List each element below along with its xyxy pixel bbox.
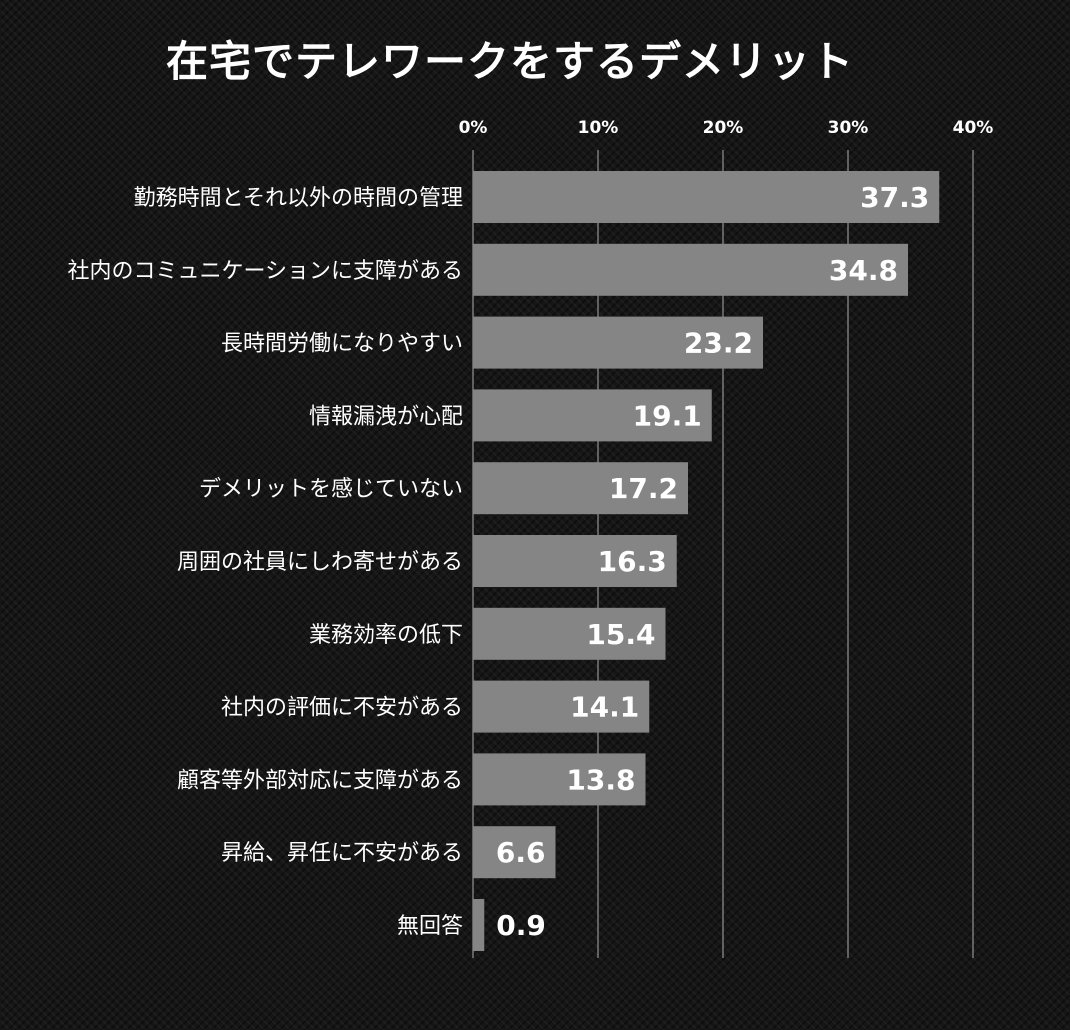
- value-label: 0.9: [496, 909, 546, 942]
- category-label: 顧客等外部対応に支障がある: [177, 768, 463, 793]
- value-label: 17.2: [609, 472, 678, 505]
- category-label: デメリットを感じていない: [199, 477, 463, 502]
- x-tick-label: 20%: [703, 118, 744, 138]
- bars: [473, 171, 940, 951]
- category-label: 長時間労働になりやすい: [221, 332, 463, 357]
- x-tick-label: 30%: [828, 118, 869, 138]
- category-label: 社内の評価に不安がある: [221, 696, 463, 721]
- bar: [473, 389, 712, 442]
- value-label: 19.1: [633, 399, 702, 432]
- category-label: 昇給、昇任に不安がある: [221, 841, 463, 866]
- value-label: 34.8: [829, 254, 898, 287]
- value-label: 14.1: [570, 691, 639, 724]
- bar: [473, 316, 763, 369]
- category-label: 無回答: [397, 914, 463, 939]
- category-label: 社内のコミュニケーションに支障がある: [67, 259, 463, 284]
- category-labels: 勤務時間とそれ以外の時間の管理社内のコミュニケーションに支障がある長時間労働にな…: [67, 186, 463, 939]
- value-label: 37.3: [860, 181, 929, 214]
- bar: [473, 753, 646, 806]
- bar: [473, 171, 940, 223]
- x-axis-ticks: 0% 10% 20% 30% 40%: [459, 118, 994, 138]
- x-tick-label: 10%: [578, 118, 619, 138]
- value-label: 13.8: [566, 763, 635, 796]
- category-label: 情報漏洩が心配: [309, 404, 463, 429]
- bar: [473, 462, 688, 515]
- value-labels: 37.3 34.8 23.2 19.1 17.2 16.3 15.4 14.1 13.8 6.6 0…: [496, 181, 929, 942]
- bar: [473, 243, 908, 296]
- bar: [473, 680, 650, 733]
- chart-title: 在宅でテレワークをするデメリット: [165, 37, 854, 86]
- bar: [473, 535, 677, 587]
- x-tick-label: 40%: [953, 118, 994, 138]
- category-label: 周囲の社員にしわ寄せがある: [177, 550, 463, 575]
- value-label: 16.3: [598, 545, 667, 578]
- bar: [473, 826, 556, 879]
- x-tick-label: 0%: [459, 118, 488, 138]
- bar: [473, 899, 485, 951]
- bar: [473, 607, 666, 660]
- category-label: 勤務時間とそれ以外の時間の管理: [134, 186, 463, 211]
- value-label: 6.6: [496, 836, 546, 869]
- value-label: 15.4: [586, 618, 655, 651]
- value-label: 23.2: [684, 327, 753, 360]
- category-label: 業務効率の低下: [309, 623, 463, 648]
